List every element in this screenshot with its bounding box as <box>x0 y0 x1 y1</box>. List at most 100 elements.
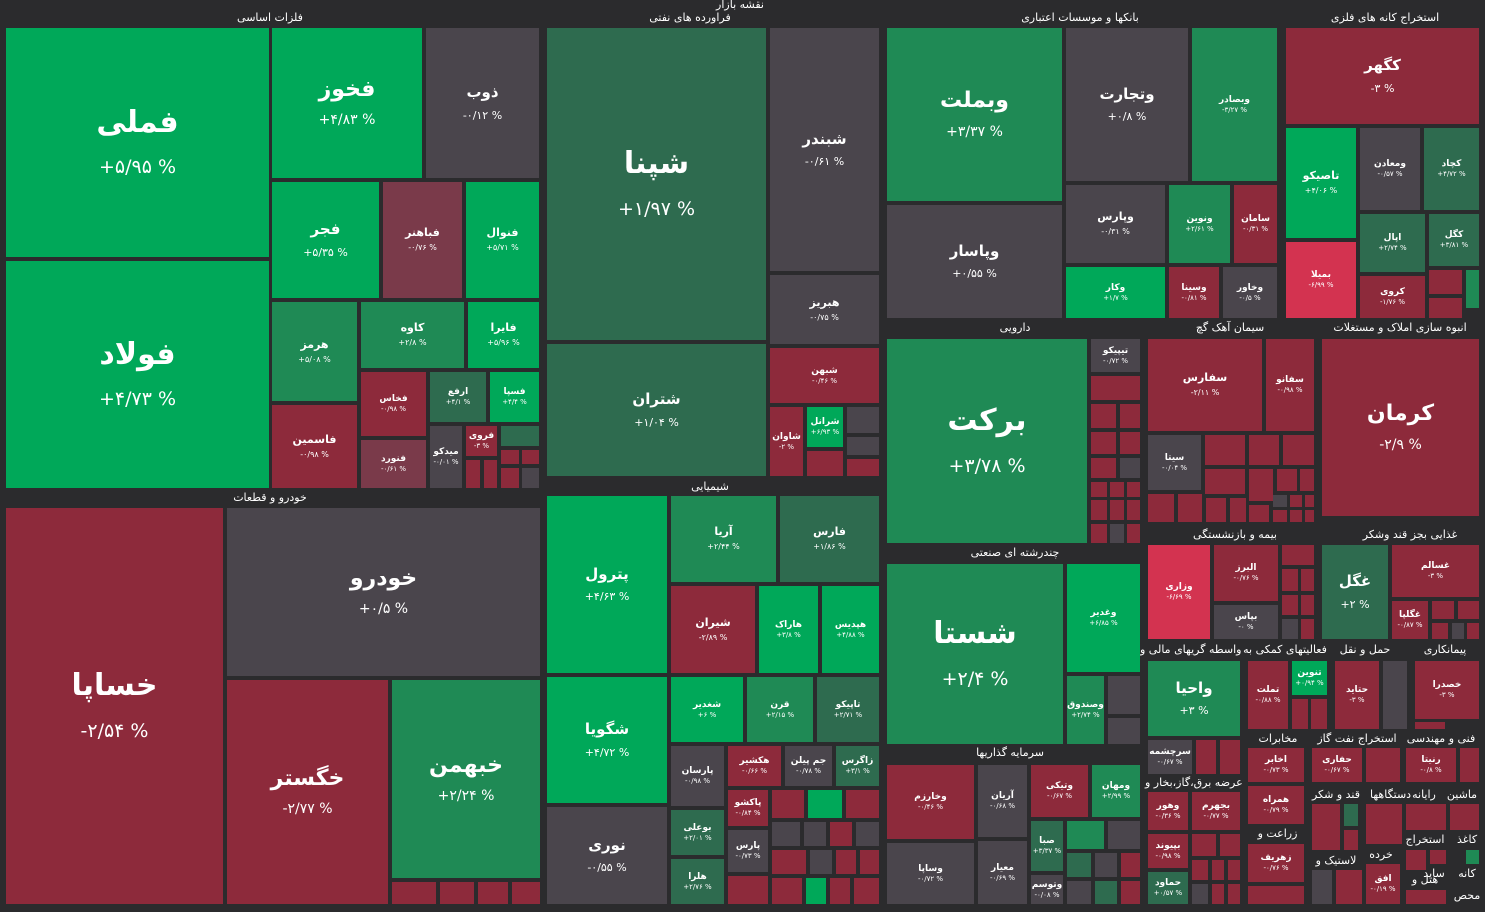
mini-tile[interactable] <box>1305 510 1314 522</box>
tile-ghesalem[interactable]: غسالم -۳ % <box>1392 545 1479 597</box>
tile-petrol[interactable]: پترول +۴/۶۳ % <box>547 496 667 673</box>
mini-tile[interactable] <box>810 850 832 874</box>
mini-tile[interactable] <box>1430 850 1446 864</box>
mini-tile[interactable] <box>830 822 852 846</box>
tile-zeharif[interactable]: زهریف -۰/۷۶ % <box>1248 844 1304 882</box>
tile-keravi[interactable]: کروی -۱/۷۶ % <box>1360 276 1425 318</box>
mini-tile[interactable] <box>1282 619 1298 639</box>
tile-khodro[interactable]: خودرو +۰/۵ % <box>227 508 540 676</box>
tile-zob[interactable]: ذوب -۰/۱۲ % <box>426 28 539 178</box>
mini-tile[interactable] <box>1091 432 1116 454</box>
mini-tile[interactable] <box>1127 500 1140 520</box>
tile-valborz[interactable]: البرز -۰/۷۶ % <box>1214 545 1278 601</box>
mini-tile[interactable] <box>1312 804 1340 850</box>
mini-tile[interactable] <box>1248 886 1304 904</box>
mini-tile[interactable] <box>1450 804 1479 830</box>
mini-tile[interactable] <box>847 459 879 476</box>
mini-tile[interactable] <box>1148 494 1174 522</box>
mini-tile[interactable] <box>1282 569 1298 591</box>
mini-tile[interactable] <box>1249 505 1269 522</box>
tile-vetika[interactable]: وتیکی -۰/۶۷ % <box>1031 765 1088 817</box>
mini-tile[interactable] <box>1212 860 1224 880</box>
mini-tile[interactable] <box>772 850 806 874</box>
mini-tile[interactable] <box>1406 804 1446 830</box>
mini-tile[interactable] <box>1205 435 1245 465</box>
mini-tile[interactable] <box>1095 881 1117 904</box>
mini-tile[interactable] <box>1067 881 1091 904</box>
mini-tile[interactable] <box>772 790 804 818</box>
mini-tile[interactable] <box>1458 601 1479 619</box>
tile-jampilan[interactable]: جم پیلن -۰/۷۸ % <box>785 746 832 786</box>
mini-tile[interactable] <box>836 850 856 874</box>
mini-tile[interactable] <box>1110 500 1124 520</box>
tile-noori[interactable]: نوری -۰/۵۵ % <box>547 807 667 904</box>
tile-vesapa[interactable]: وساپا -۰/۷۲ % <box>887 843 974 904</box>
mini-tile[interactable] <box>501 426 539 446</box>
tile-hamrah[interactable]: همراه -۰/۷۹ % <box>1248 786 1304 824</box>
mini-tile[interactable] <box>772 822 800 846</box>
mini-tile[interactable] <box>1282 545 1314 565</box>
mini-tile[interactable] <box>1067 853 1091 877</box>
tile-vahya[interactable]: واحیا +۳ % <box>1148 661 1240 736</box>
mini-tile[interactable] <box>1192 860 1208 880</box>
mini-tile[interactable] <box>806 878 826 904</box>
tile-zagros[interactable]: زاگرس +۳/۱ % <box>836 746 879 786</box>
tile-shebhan[interactable]: شبهن -۰/۴۶ % <box>770 348 879 403</box>
tile-boali[interactable]: بوعلی +۲/۰۱ % <box>671 810 724 855</box>
tile-vebmelat[interactable]: وبملت +۳/۳۷ % <box>887 28 1062 201</box>
tile-shavan[interactable]: شاوان -۲ % <box>770 407 803 476</box>
tile-kegohar[interactable]: کگهر -۳ % <box>1286 28 1479 124</box>
mini-tile[interactable] <box>1290 495 1302 507</box>
tile-apal[interactable]: اپال +۲/۷۴ % <box>1360 214 1425 272</box>
mini-tile[interactable] <box>847 407 879 433</box>
mini-tile[interactable] <box>1406 850 1426 870</box>
mini-tile[interactable] <box>1300 469 1314 491</box>
tile-shebandar[interactable]: شبندر -۰/۶۱ % <box>770 28 879 271</box>
mini-tile[interactable] <box>1121 853 1140 877</box>
tile-fajr[interactable]: فجر +۵/۳۵ % <box>272 182 379 298</box>
mini-tile[interactable] <box>808 790 842 818</box>
mini-tile[interactable] <box>1432 623 1448 639</box>
mini-tile[interactable] <box>1110 524 1124 543</box>
mini-tile[interactable] <box>1091 376 1140 400</box>
tile-akhaber[interactable]: اخابر -۰/۷۳ % <box>1248 748 1304 782</box>
mini-tile[interactable] <box>1249 469 1273 501</box>
mini-tile[interactable] <box>1121 881 1140 904</box>
tile-femeli[interactable]: فملی +۵/۹۵ % <box>6 28 269 257</box>
tile-kechad[interactable]: کچاد +۴/۷۲ % <box>1424 128 1479 210</box>
tile-vepasar[interactable]: وپاسار +۰/۵۵ % <box>887 205 1062 318</box>
mini-tile[interactable] <box>1301 595 1314 615</box>
mini-tile[interactable] <box>512 882 540 904</box>
tile-faira[interactable]: فایرا +۵/۹۶ % <box>468 302 539 368</box>
mini-tile[interactable] <box>1127 524 1140 543</box>
mini-tile[interactable] <box>466 460 480 488</box>
mini-tile[interactable] <box>522 450 539 464</box>
tile-vazari[interactable]: وزاری -۶/۶۹ % <box>1148 545 1210 639</box>
mini-tile[interactable] <box>846 790 879 818</box>
tile-vemadan[interactable]: ومعادن -۰/۵۷ % <box>1360 128 1420 210</box>
tile-sepa[interactable]: صبا +۳/۳۷ % <box>1031 821 1063 871</box>
mini-tile[interactable] <box>1301 569 1314 591</box>
mini-tile[interactable] <box>1467 623 1479 639</box>
tile-hetanid[interactable]: حتاید -۳ % <box>1335 661 1379 729</box>
mini-tile[interactable] <box>1220 834 1240 856</box>
mini-tile[interactable] <box>1091 482 1107 497</box>
tile-helra[interactable]: هلرا +۲/۷۶ % <box>671 859 724 904</box>
mini-tile[interactable] <box>1192 834 1216 856</box>
tile-kerman[interactable]: کرمان -۲/۹ % <box>1322 339 1479 516</box>
tile-vepars[interactable]: وپارس -۰/۳۱ % <box>1066 185 1165 263</box>
tile-khesapa[interactable]: خساپا -۲/۵۴ % <box>6 508 223 904</box>
tile-shegadir[interactable]: شغدیر +۶ % <box>671 677 743 742</box>
tile-sarchashme[interactable]: سرچشمه -۰/۶۷ % <box>1148 740 1192 774</box>
mini-tile[interactable] <box>1452 623 1464 639</box>
tile-hormoz[interactable]: هرمز +۵/۰۸ % <box>272 302 357 401</box>
mini-tile[interactable] <box>1429 298 1462 318</box>
mini-tile[interactable] <box>1311 699 1327 729</box>
mini-tile[interactable] <box>728 876 768 904</box>
mini-tile[interactable] <box>856 822 879 846</box>
tile-fabahonar[interactable]: فباهنر -۰/۷۶ % <box>383 182 462 298</box>
tile-hamaved[interactable]: حماود +۰/۵۷ % <box>1148 872 1188 904</box>
tile-qoran[interactable]: قرن +۲/۱۵ % <box>747 677 813 742</box>
tile-ghegol[interactable]: غگل +۲ % <box>1322 545 1388 639</box>
tile-arian[interactable]: آریان -۰/۶۸ % <box>978 765 1027 837</box>
